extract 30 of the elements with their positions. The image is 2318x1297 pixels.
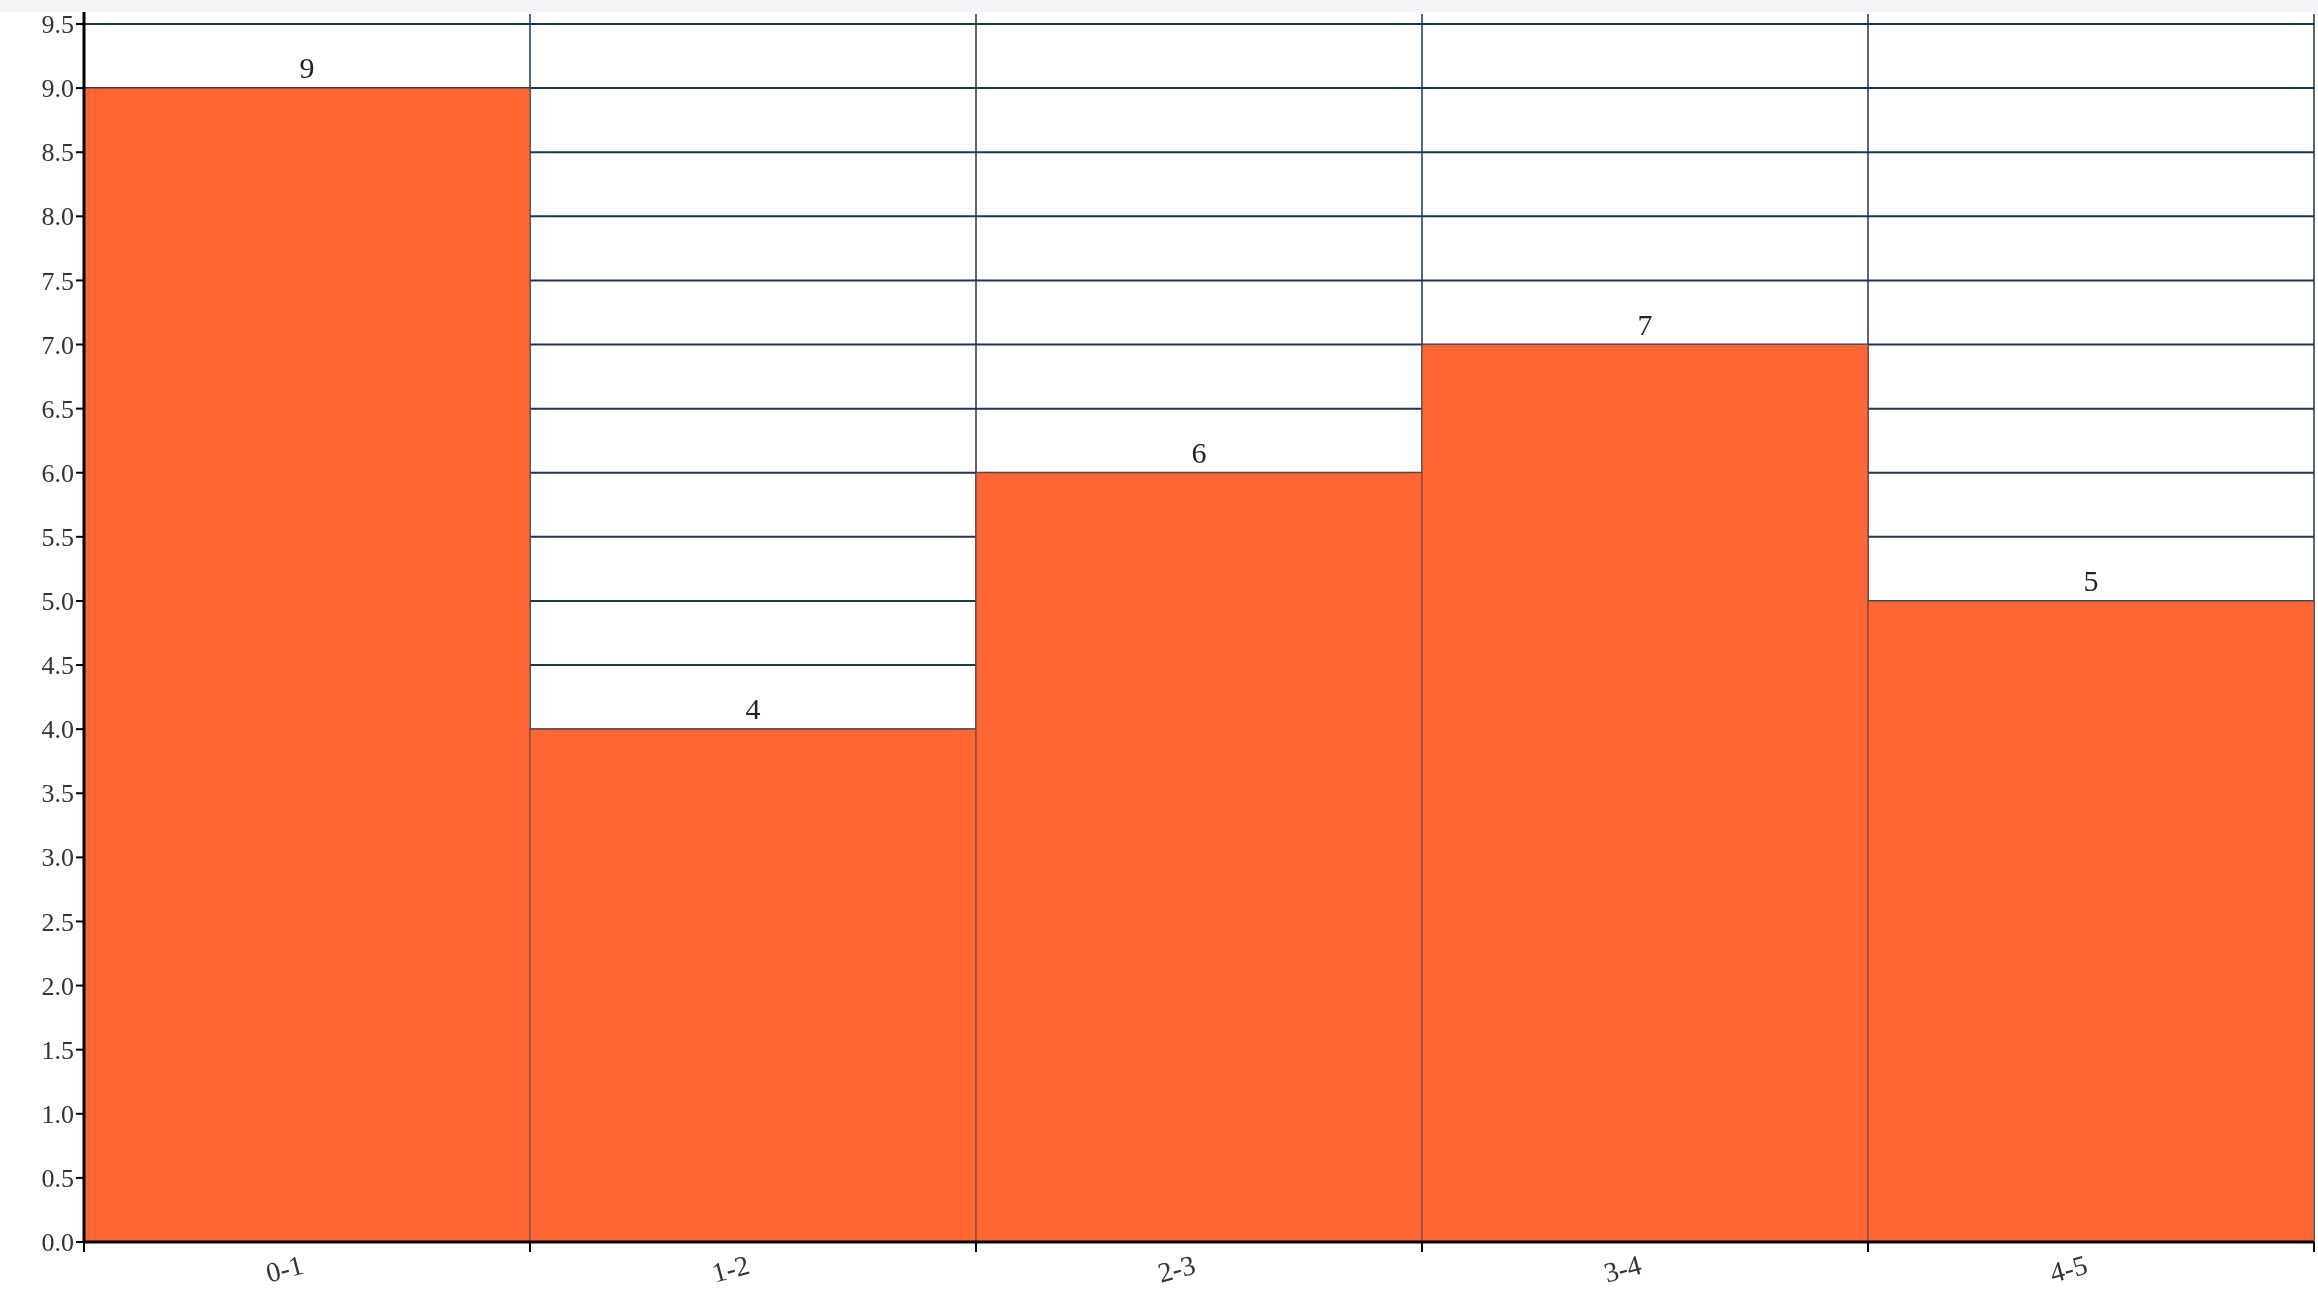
- y-tick-label: 8.0: [41, 202, 74, 232]
- y-tick-label: 9.5: [41, 10, 74, 40]
- y-tick-label: 2.5: [41, 907, 74, 937]
- y-tick-label: 5.5: [41, 522, 74, 552]
- x-tick-label: 1-2: [708, 1249, 753, 1289]
- y-tick-label: 4.0: [41, 715, 74, 745]
- y-tick-label: 7.5: [41, 266, 74, 296]
- x-tick-label: 2-3: [1154, 1249, 1199, 1289]
- data-label: 9: [299, 51, 315, 85]
- x-tick-label: 3-4: [1600, 1249, 1645, 1289]
- y-tick-label: 0.0: [41, 1228, 74, 1258]
- y-tick-label: 5.0: [41, 587, 74, 617]
- y-tick-label: 1.0: [41, 1099, 74, 1129]
- y-tick-label: 6.0: [41, 458, 74, 488]
- data-label: 6: [1191, 435, 1207, 469]
- y-tick-label: 3.0: [41, 843, 74, 873]
- y-tick-label: 7.0: [41, 330, 74, 360]
- y-tick-label: 8.5: [41, 138, 74, 168]
- data-label: 4: [745, 692, 761, 726]
- y-tick-label: 9.0: [41, 74, 74, 104]
- y-tick-label: 0.5: [41, 1163, 74, 1193]
- y-tick-label: 6.5: [41, 394, 74, 424]
- data-label: 7: [1637, 307, 1653, 341]
- x-tick-label: 4-5: [2046, 1249, 2091, 1289]
- y-tick-label: 4.5: [41, 651, 74, 681]
- y-tick-label: 2.0: [41, 971, 74, 1001]
- x-tick-label: 0-1: [262, 1249, 307, 1289]
- y-tick-label: 1.5: [41, 1035, 74, 1065]
- y-tick-label: 3.5: [41, 779, 74, 809]
- data-label: 5: [2083, 563, 2099, 597]
